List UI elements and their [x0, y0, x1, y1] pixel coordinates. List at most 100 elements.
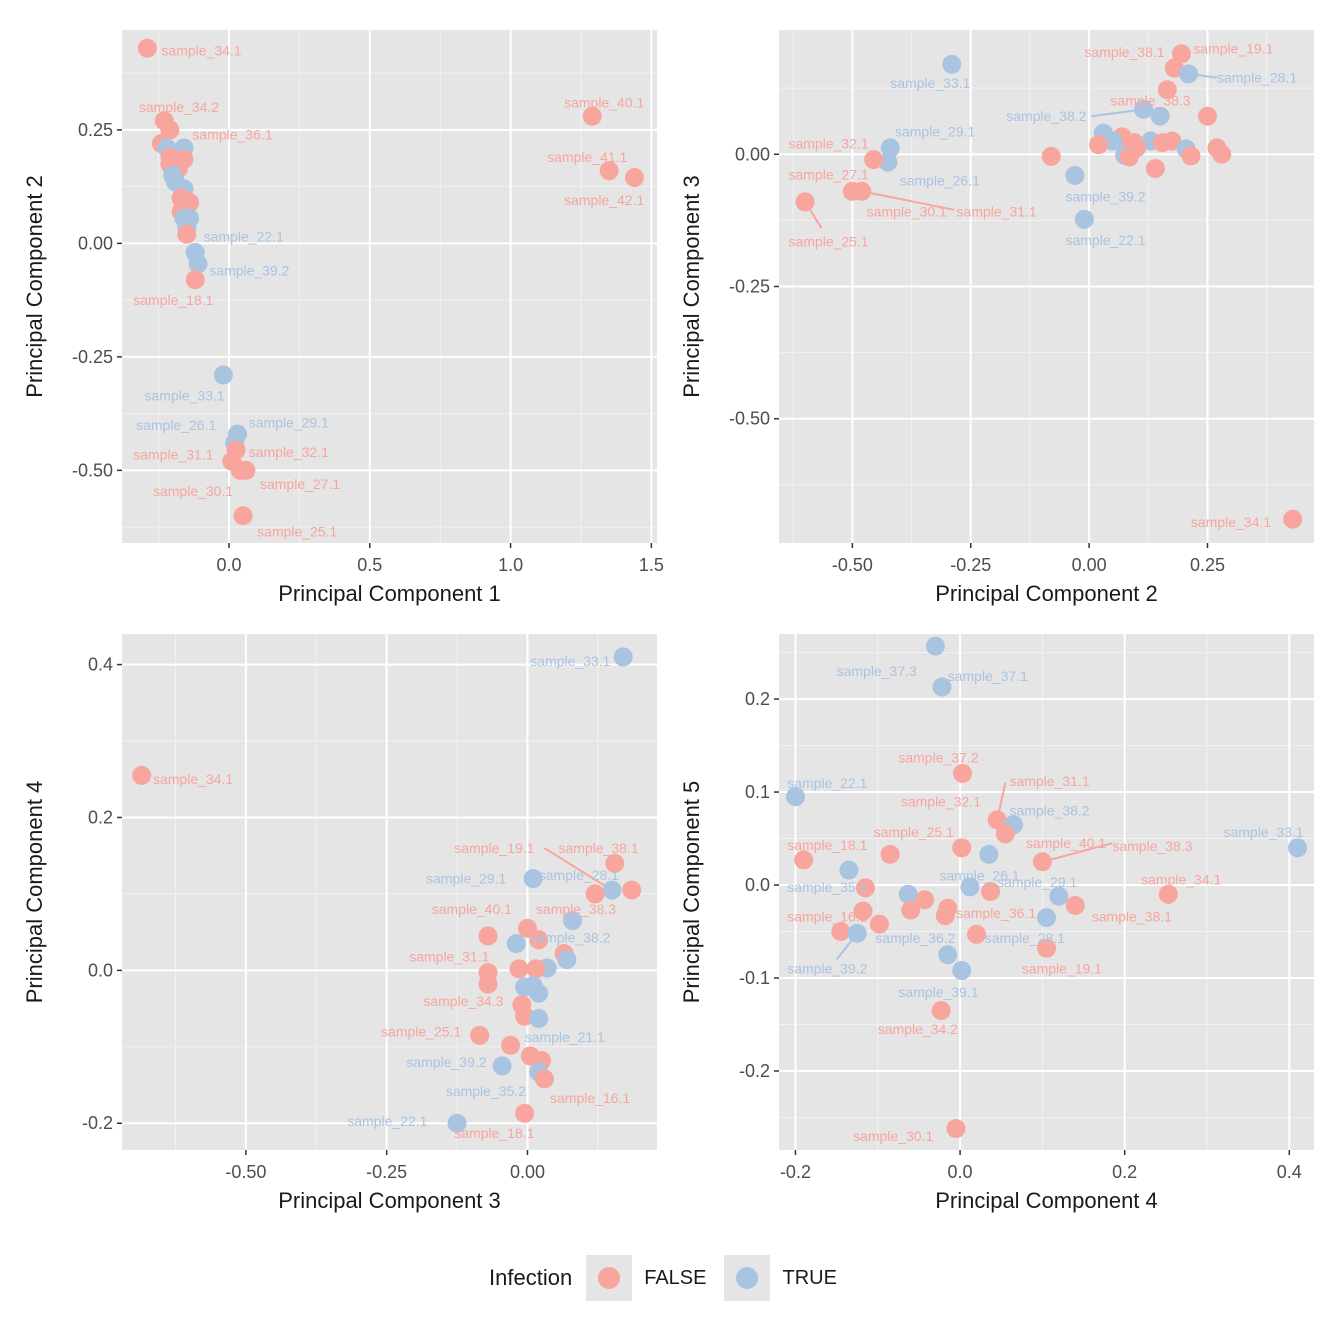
sample-label: sample_37.3	[837, 663, 917, 679]
point-false	[855, 878, 875, 898]
point-false	[1032, 852, 1052, 872]
point-true	[847, 923, 867, 943]
sample-label: sample_32.1	[249, 444, 329, 460]
data-layer: sample_37.3 sample_37.1 sample_37.2 sample_…	[785, 636, 1308, 1144]
sample-label: sample_32.1	[901, 793, 981, 809]
sample-label: sample_22.1	[1065, 232, 1145, 248]
point-false	[1145, 159, 1165, 179]
sample-label: sample_31.1	[409, 949, 489, 965]
data-layer: sample_33.1 sample_34.1 sample_19.1 sample_…	[132, 647, 642, 1141]
point-true	[1049, 886, 1069, 906]
sample-label: sample_33.1	[145, 387, 225, 403]
sample-label: sample_22.1	[204, 229, 284, 245]
point-false	[585, 884, 605, 904]
sample-label: sample_30.1	[853, 1128, 933, 1144]
y-axis-title: Principal Component 5	[679, 781, 704, 1004]
point-true	[613, 647, 633, 667]
sample-label: sample_29.1	[249, 415, 329, 431]
point-true	[1065, 165, 1085, 185]
point-true	[1103, 131, 1123, 151]
sample-label: sample_19.1	[1022, 961, 1102, 977]
legend-label-true: TRUE	[782, 1266, 837, 1289]
x-axis-title: Principal Component 4	[935, 1188, 1158, 1213]
legend-dot-true	[736, 1267, 759, 1289]
label-connector	[543, 847, 613, 891]
panel-2: -0.50 -0.25 0.00 0.25 0.00 -0.25 -0.50 Principa…	[679, 30, 1314, 606]
sample-label: sample_18.1	[133, 292, 213, 308]
sample-label: sample_18.1	[454, 1125, 534, 1141]
point-true	[563, 911, 583, 931]
pca-plot-grid: 0.0 0.5 1.0 1.5 0.25 0.00 -0.25 -0.50 Principal …	[22, 30, 1314, 1213]
point-false	[931, 1001, 951, 1021]
point-true	[523, 869, 543, 889]
x-tick-label: 0.0	[216, 555, 241, 575]
sample-label: sample_36.1	[192, 126, 272, 142]
x-tick-label: -0.2	[780, 1162, 811, 1182]
point-true	[1134, 99, 1154, 119]
x-axis-title: Principal Component 2	[935, 581, 1158, 606]
sample-label: sample_35.1	[787, 879, 867, 895]
label-connector	[1042, 842, 1113, 863]
legend-label-false: FALSE	[644, 1266, 707, 1289]
y-tick-label: -0.50	[729, 409, 770, 429]
x-tick-label: -0.50	[225, 1162, 266, 1182]
point-false	[470, 1025, 490, 1045]
sample-label: sample_37.2	[898, 750, 978, 766]
point-false	[1119, 147, 1139, 167]
sample-label: sample_26.1	[900, 173, 980, 189]
point-false	[1157, 80, 1177, 100]
point-false	[137, 38, 157, 58]
point-true	[506, 934, 526, 954]
point-true	[942, 54, 962, 74]
point-false	[233, 506, 253, 526]
point-false	[946, 1119, 966, 1139]
y-tick-label: -0.2	[82, 1113, 113, 1133]
legend: Infection FALSE TRUE	[0, 1250, 1344, 1306]
point-false	[1158, 884, 1178, 904]
point-false	[967, 924, 987, 944]
sample-label: sample_26.1	[940, 868, 1020, 884]
x-tick-label: 0.00	[510, 1162, 545, 1182]
sample-label: sample_38.3	[1112, 838, 1192, 854]
point-false	[864, 150, 884, 170]
point-false	[1089, 135, 1109, 155]
point-false	[501, 1035, 521, 1055]
x-tick-label: 0.0	[948, 1162, 973, 1182]
point-true	[602, 880, 622, 900]
sample-label: sample_38.2	[1006, 108, 1086, 124]
x-tick-label: 0.4	[1277, 1162, 1302, 1182]
point-true	[1150, 106, 1170, 126]
legend-key-false	[586, 1255, 633, 1301]
point-false	[478, 974, 498, 994]
sample-label: sample_18.1	[787, 837, 867, 853]
point-true	[938, 945, 958, 965]
point-true	[529, 1009, 549, 1029]
y-tick-label: -0.25	[72, 347, 113, 367]
point-false	[995, 824, 1015, 844]
y-tick-label: -0.25	[729, 277, 770, 297]
sample-label: sample_34.2	[878, 1021, 958, 1037]
point-false	[1171, 44, 1191, 64]
point-false	[526, 959, 546, 979]
sample-label: sample_26.1	[136, 417, 216, 433]
point-false	[1164, 58, 1184, 78]
sample-label: sample_33.1	[1223, 824, 1303, 840]
point-false	[582, 106, 602, 126]
x-axis-title: Principal Component 3	[278, 1188, 501, 1213]
point-false	[534, 1069, 554, 1089]
point-false	[236, 460, 256, 480]
point-false	[1181, 146, 1201, 166]
point-true	[213, 365, 233, 385]
sample-label: sample_34.1	[161, 42, 241, 58]
point-true	[880, 138, 900, 158]
sample-label: sample_35.2	[446, 1083, 526, 1099]
point-true	[1179, 64, 1199, 84]
sample-label: sample_25.1	[788, 234, 868, 250]
sample-label: sample_31.1	[957, 203, 1037, 219]
sample-label: sample_33.1	[530, 653, 610, 669]
x-tick-label: 0.25	[1190, 555, 1225, 575]
point-true	[557, 950, 577, 970]
y-axis-title: Principal Component 4	[22, 781, 47, 1004]
sample-label: sample_19.1	[1193, 41, 1273, 57]
